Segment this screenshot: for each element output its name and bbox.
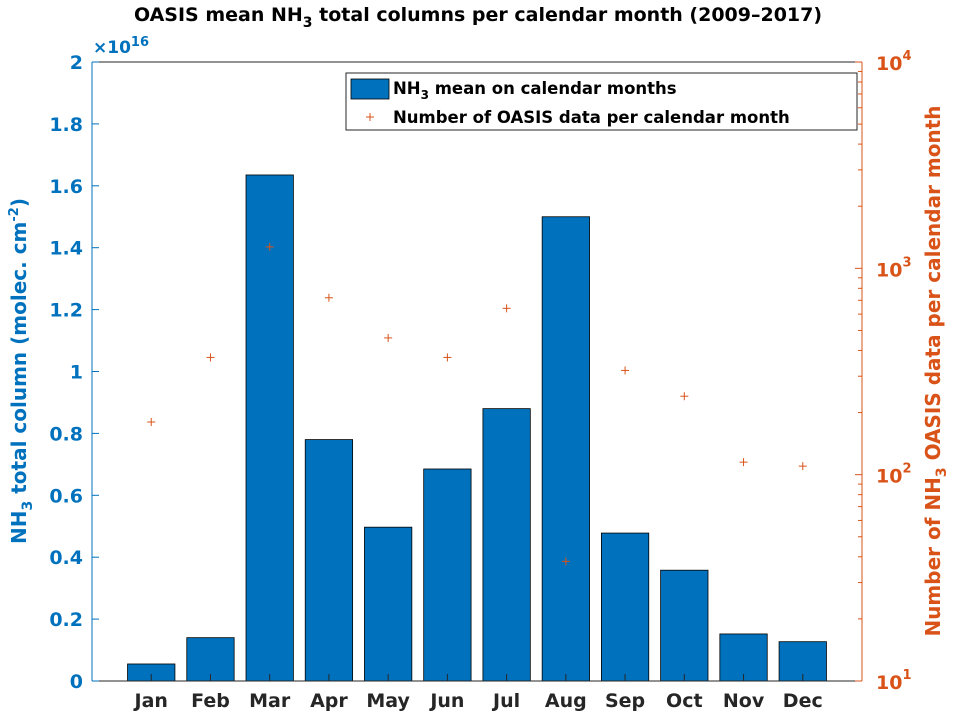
legend-box (345, 72, 858, 131)
x-axis-ticks: Jan Feb Mar Apr May Jun Jul Aug Sep Oct Nov Dec (133, 674, 823, 712)
x-tick-label: Feb (191, 690, 230, 712)
left-tick-label: 0.6 (49, 485, 83, 507)
right-tick-label: 104 (876, 49, 912, 75)
x-tick-label: Sep (605, 690, 645, 712)
right-axis-ticks: 101 102 103 104 (855, 49, 912, 694)
plot-area (92, 62, 862, 681)
left-tick-label: 1.6 (49, 176, 83, 198)
marker-jul (502, 304, 511, 313)
x-tick-label: Oct (666, 690, 703, 712)
marker-may (384, 333, 393, 342)
left-tick-label: 1.2 (49, 300, 83, 322)
legend: NH3 mean on calendar months Number of OA… (345, 72, 858, 131)
right-axis-label: Number of NH3 OASIS data per calendar mo… (921, 105, 950, 636)
chart-title: OASIS mean NH3 total columns per calenda… (134, 4, 822, 31)
bar-apr (304, 439, 354, 682)
left-axis-exponent: ×1016 (93, 35, 149, 58)
x-tick-label: Jan (133, 690, 168, 712)
x-tick-label: Dec (783, 690, 823, 712)
bar-sep (600, 532, 650, 682)
legend-swatch-plus (366, 113, 374, 121)
bar-jul (482, 408, 531, 682)
left-tick-label: 1.4 (49, 238, 83, 260)
left-tick-label: 0 (70, 671, 83, 693)
marker-apr (324, 293, 333, 302)
left-tick-label: 1 (70, 362, 83, 384)
bar-jun (423, 468, 472, 682)
bar-nov (719, 633, 768, 682)
x-tick-label: Apr (310, 690, 348, 712)
markers-group (147, 242, 807, 566)
left-axis-label: NH3 total column (molec. cm-2) (7, 198, 36, 544)
marker-jan (147, 417, 156, 426)
x-tick-label: Jun (428, 690, 464, 712)
left-tick-label: 1.8 (49, 114, 83, 136)
right-tick-label: 102 (876, 462, 912, 488)
marker-dec (798, 462, 807, 471)
left-axis-ticks: 0 0.2 0.4 0.6 0.8 1 1.2 1.4 1.6 1.8 2 (49, 52, 99, 693)
marker-nov (739, 458, 748, 467)
bar-aug (541, 216, 590, 682)
legend-swatch-bar (350, 78, 390, 100)
left-tick-label: 0.8 (49, 423, 83, 445)
bars-group (127, 174, 827, 682)
marker-mar (265, 242, 274, 251)
right-tick-label: 103 (876, 255, 912, 281)
legend-label-bars: NH3 mean on calendar months (393, 79, 677, 102)
bar-feb (186, 637, 235, 682)
left-tick-label: 0.2 (49, 609, 83, 631)
marker-jun (443, 353, 452, 362)
x-tick-label: Jul (491, 690, 520, 712)
x-tick-label: Aug (545, 690, 587, 712)
bar-may (364, 526, 413, 682)
marker-feb (206, 353, 215, 362)
legend-label-markers: Number of OASIS data per calendar month (393, 108, 790, 127)
x-tick-label: May (366, 690, 410, 712)
bar-mar (245, 174, 294, 682)
bar-oct (660, 569, 709, 682)
left-tick-label: 0.4 (49, 547, 83, 569)
left-tick-label: 2 (70, 52, 83, 74)
marker-sep (621, 366, 630, 375)
x-tick-label: Mar (249, 690, 291, 712)
marker-aug (561, 557, 570, 566)
right-tick-label: 101 (876, 668, 912, 694)
x-tick-label: Nov (723, 690, 765, 712)
marker-oct (680, 392, 689, 401)
